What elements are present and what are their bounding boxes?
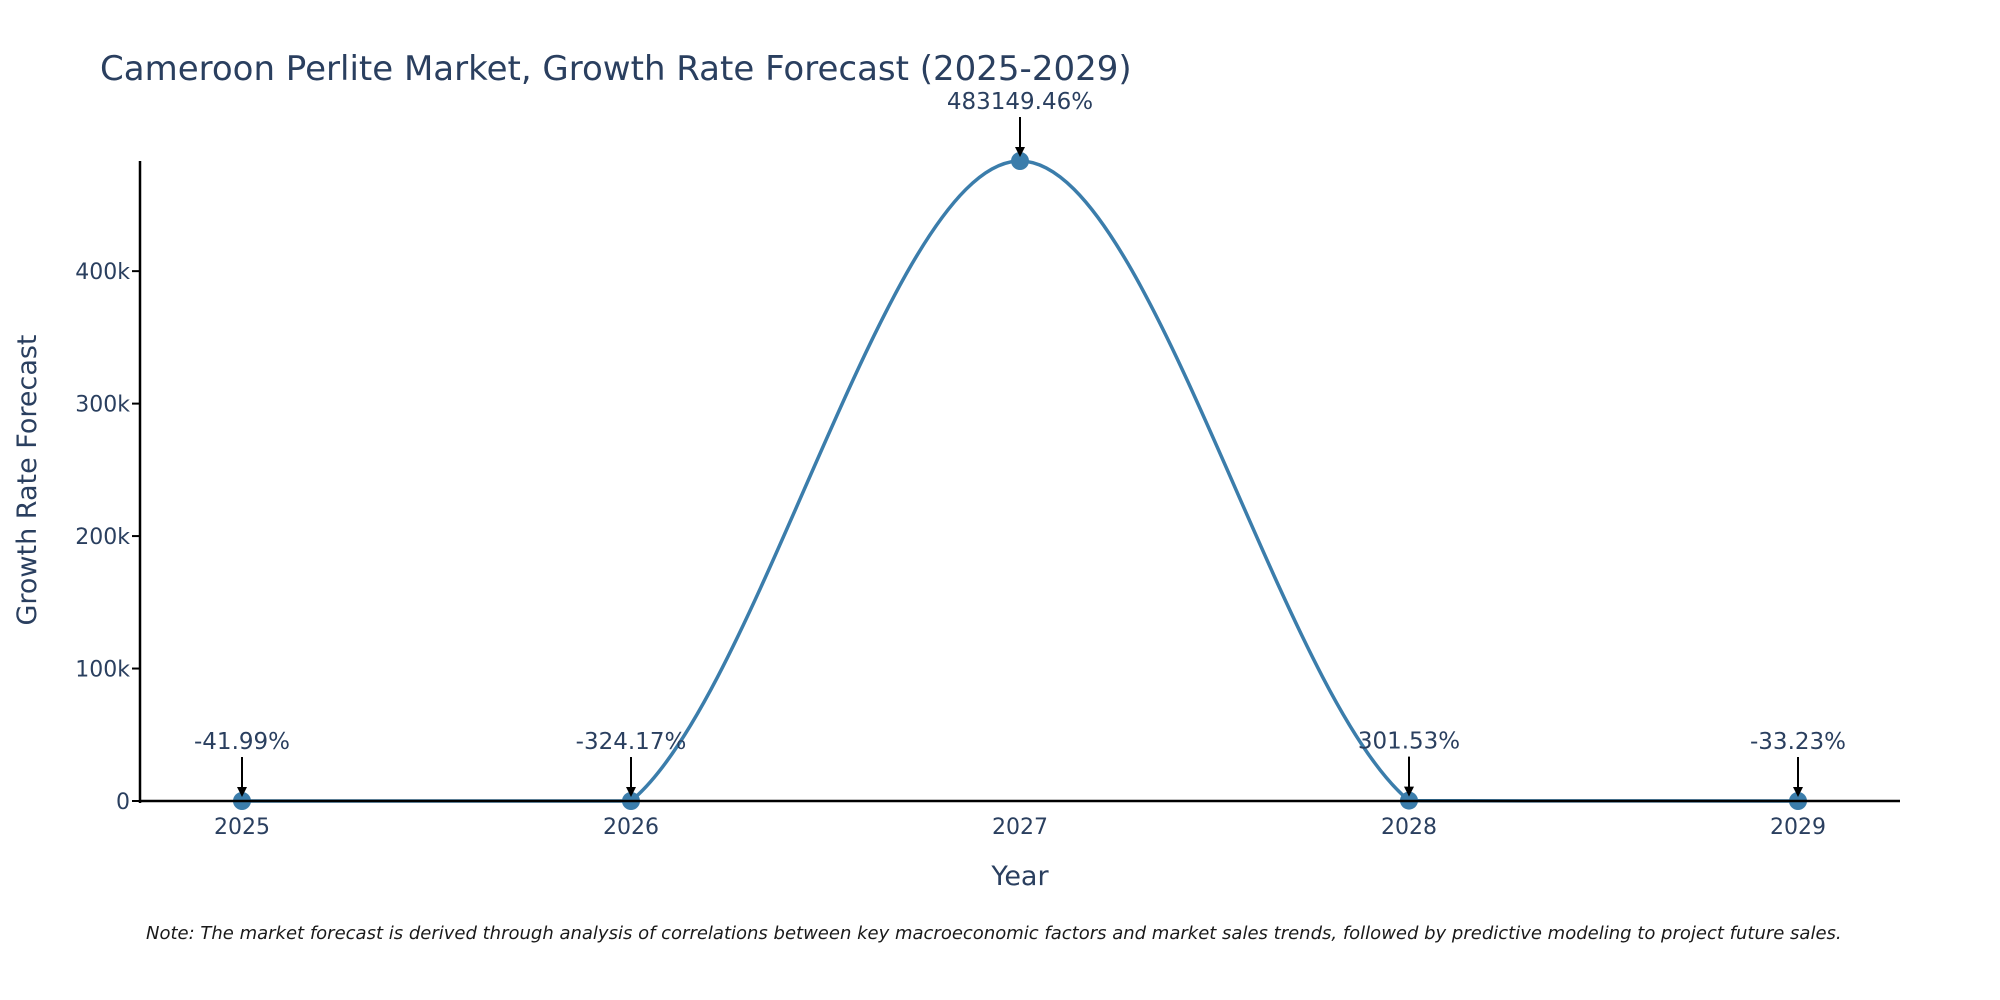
footnote: Note: The market forecast is derived thr… — [146, 923, 1842, 944]
x-tick-label: 2025 — [214, 815, 270, 840]
series-line — [241, 159, 1799, 803]
x-tick-label: 2029 — [1770, 815, 1826, 840]
y-tick-label: 300k — [75, 393, 130, 418]
data-point — [1011, 152, 1029, 170]
data-label: -33.23% — [1750, 729, 1846, 755]
y-tick-label: 400k — [75, 260, 130, 285]
x-axis-title: Year — [990, 861, 1049, 892]
x-tick-label: 2027 — [992, 815, 1048, 840]
chart-title: Cameroon Perlite Market, Growth Rate For… — [100, 49, 1132, 89]
y-axis-title: Growth Rate Forecast — [12, 334, 43, 625]
plot-area: 0 100k 200k 300k 400k 2025 2026 2027 2028 2029 -41… — [75, 89, 1900, 840]
y-tick-label: 100k — [75, 658, 130, 683]
y-tick-label: 0 — [116, 790, 130, 815]
y-tick-label: 200k — [75, 525, 130, 550]
data-label: -41.99% — [194, 729, 290, 755]
data-label: 483149.46% — [947, 89, 1093, 115]
data-label: -324.17% — [576, 729, 687, 755]
data-label: 301.53% — [1358, 729, 1460, 755]
x-tick-label: 2026 — [603, 815, 659, 840]
x-tick-label: 2028 — [1381, 815, 1437, 840]
